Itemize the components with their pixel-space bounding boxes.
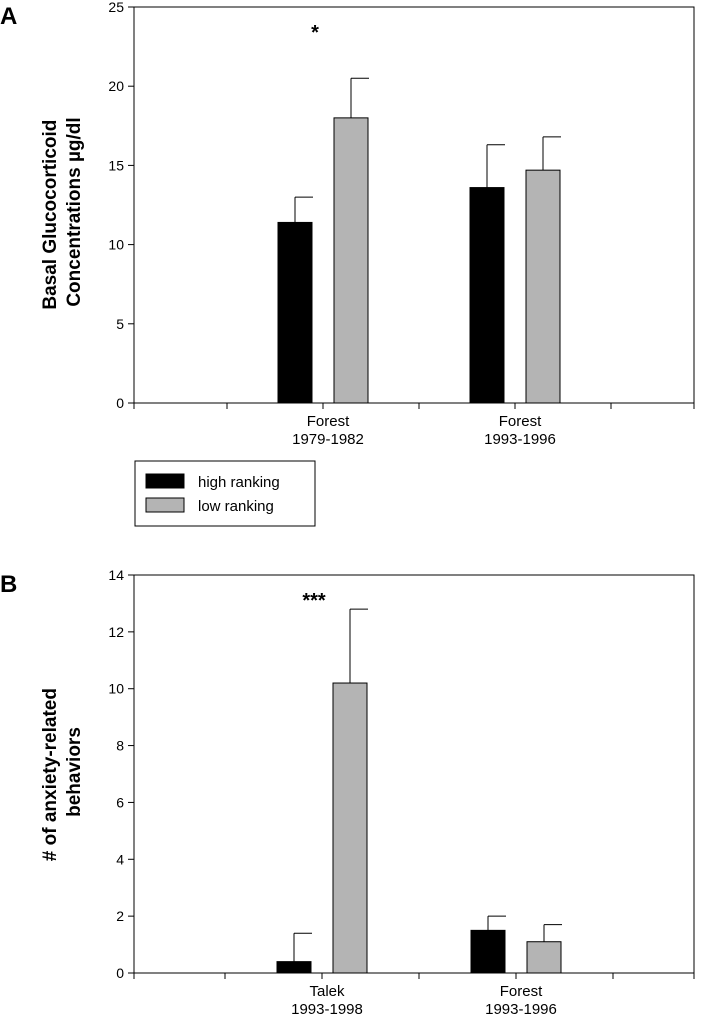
panel-b-ytick-label: 0	[116, 965, 124, 981]
panel-a-ytick-label: 5	[116, 316, 124, 332]
panel-a-ytick-label: 20	[108, 78, 124, 94]
panel-b-ytick-label: 2	[116, 908, 124, 924]
panel-b-bar-low	[332, 682, 368, 974]
panel-a-frame	[133, 6, 695, 404]
legend-label-low: low ranking	[198, 498, 274, 515]
panel-a-ylabel: Basal Glucocorticoid Concentrations µg/d…	[40, 114, 85, 309]
panel-b-plot: 0 2 4 6 8 10 12 14 Talek 1993-1998 Forest 1993-1996…	[108, 567, 695, 1018]
panel-b-letter: B	[0, 571, 17, 598]
panel-b-ytick-label: 4	[116, 851, 124, 867]
panel-a-ylabel-line1: Basal Glucocorticoid	[40, 120, 61, 310]
panel-a-category-label: Forest 1993-1996	[484, 413, 556, 448]
panel-a-plot: 0 5 10 15 20 25 Forest 1979-1982 Forest 1993-1996…	[108, 0, 695, 448]
panel-b-ytick-label: 12	[108, 624, 124, 640]
panel-a-ytick-label: 0	[116, 395, 124, 411]
panel-b-category-label: Talek 1993-1998	[291, 983, 363, 1018]
legend-label-high: high ranking	[198, 474, 280, 491]
panel-a-significance-marker: *	[311, 22, 319, 44]
panel-b-ytick-label: 6	[116, 794, 124, 810]
panel-b-ylabel: # of anxiety-related behaviors	[40, 683, 85, 861]
panel-b-ylabel-line1: # of anxiety-related	[40, 688, 61, 861]
legend-swatch-low	[145, 497, 185, 513]
panel-a-letter: A	[0, 3, 17, 30]
panel-a-bar-low	[333, 117, 369, 404]
panel-b-bar-high	[470, 929, 506, 974]
panel-b-ylabel-line2: behaviors	[64, 727, 85, 817]
panel-b-bar-high	[276, 961, 312, 974]
panel-b-frame	[133, 574, 695, 974]
legend-swatch-high	[145, 473, 185, 489]
panel-a-ytick-label: 15	[108, 157, 124, 173]
panel-a-bar-high	[277, 221, 313, 404]
panel-b-ytick-label: 14	[108, 567, 124, 583]
panel-a-bar-low	[525, 169, 561, 404]
legend: high ranking low ranking	[134, 460, 316, 527]
panel-b-ytick-label: 8	[116, 738, 124, 754]
panel-b-ytick-label: 10	[108, 681, 124, 697]
panel-a-bar-high	[469, 187, 505, 404]
panel-b-category-label: Forest 1993-1996	[485, 983, 557, 1018]
panel-a-ytick-label: 25	[108, 0, 124, 15]
panel-a-category-label: Forest 1979-1982	[292, 413, 364, 448]
panel-b-significance-marker: ***	[302, 590, 326, 612]
panel-a-ytick-label: 10	[108, 237, 124, 253]
panel-b-bar-low	[526, 941, 562, 974]
panel-a-ylabel-line2: Concentrations µg/dl	[64, 117, 85, 306]
legend-box	[134, 460, 316, 527]
